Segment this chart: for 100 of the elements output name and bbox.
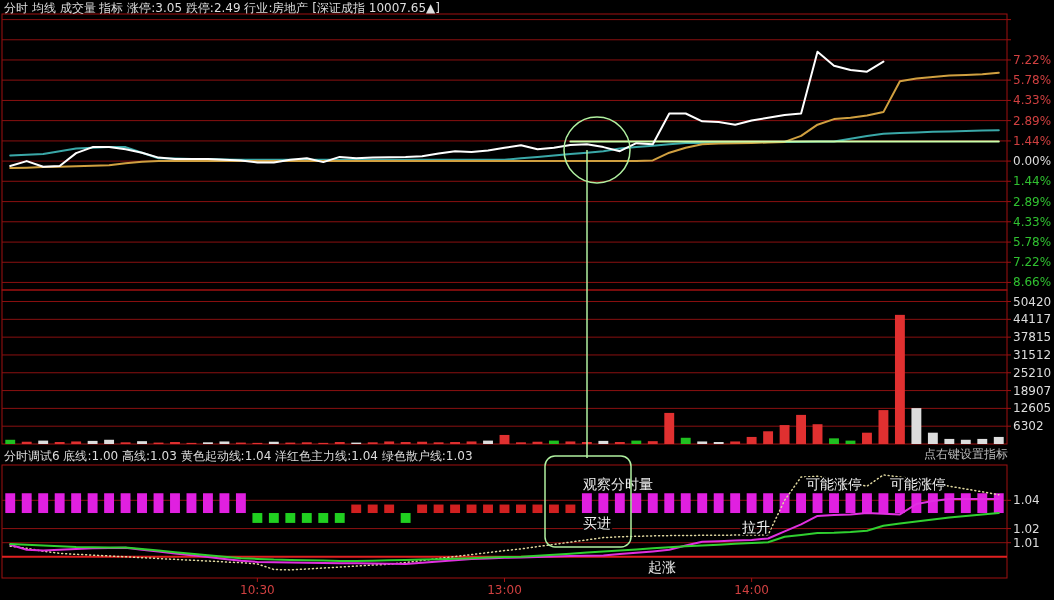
- bar: [21, 493, 32, 514]
- bar: [466, 441, 477, 444]
- bar: [186, 493, 197, 514]
- y-tick-label: 8.66%: [1013, 275, 1052, 290]
- chart-title: 分时调试6 底线:1.00 高线:1.03 黄色起动线:1.04 洋红色主力线:1.04 绿色散户线:1.03: [4, 449, 473, 463]
- bar: [499, 434, 510, 444]
- bar: [548, 504, 559, 514]
- bar: [433, 504, 444, 514]
- bar: [779, 425, 790, 444]
- y-tick-label: 4.33%: [1013, 93, 1052, 108]
- line-series: [9, 512, 1000, 562]
- bar: [120, 493, 131, 514]
- bar: [746, 436, 757, 444]
- bar: [170, 493, 180, 514]
- y-tick-label: 7.22%: [1013, 52, 1052, 67]
- bar: [763, 431, 774, 444]
- bar: [977, 493, 988, 514]
- bar: [845, 493, 856, 514]
- bar: [829, 493, 839, 514]
- bar: [598, 493, 609, 514]
- y-tick-label: 44117: [1013, 312, 1052, 327]
- bar: [565, 441, 576, 444]
- bar: [334, 513, 345, 523]
- bar: [664, 493, 675, 514]
- x-tick-label: 13:00: [487, 583, 522, 597]
- bar: [796, 493, 806, 514]
- bar: [417, 441, 428, 444]
- y-tick-label: 5.78%: [1013, 235, 1052, 250]
- bar: [367, 504, 378, 514]
- bar: [664, 412, 675, 444]
- bar: [763, 493, 774, 514]
- y-tick-label: 4.33%: [1013, 214, 1052, 229]
- bar: [87, 493, 98, 514]
- bar: [614, 493, 625, 514]
- bar: [829, 438, 839, 444]
- y-tick-label: 2.89%: [1013, 194, 1052, 209]
- bar: [54, 493, 65, 514]
- bar: [697, 441, 708, 444]
- bar: [647, 493, 658, 514]
- annotation: 可能涨停: [890, 476, 946, 492]
- bar: [977, 438, 988, 444]
- y-tick-label: 12605: [1013, 401, 1052, 416]
- bar: [631, 493, 642, 514]
- bar: [862, 432, 872, 444]
- bar: [137, 493, 147, 514]
- bar: [5, 439, 16, 444]
- bar: [400, 513, 411, 523]
- bar: [730, 441, 741, 444]
- bar: [301, 513, 312, 523]
- bar: [38, 493, 49, 514]
- bar: [104, 493, 115, 514]
- bar: [450, 504, 461, 514]
- bar: [235, 493, 246, 514]
- bar: [483, 504, 493, 514]
- bar: [927, 432, 938, 444]
- bar: [153, 493, 164, 514]
- annotation: 起涨: [648, 559, 676, 575]
- bar: [862, 493, 872, 514]
- bar: [268, 513, 279, 523]
- bar: [878, 493, 889, 514]
- y-tick-label: 31512: [1013, 347, 1052, 362]
- bar: [351, 504, 362, 514]
- annotation: 拉升: [742, 519, 770, 535]
- y-tick-label: 25210: [1013, 365, 1052, 380]
- y-tick-label: 50420: [1013, 294, 1052, 309]
- bar: [285, 513, 296, 523]
- x-tick-label: 14:00: [734, 583, 769, 597]
- line-series: [9, 71, 1000, 170]
- chart-title: 分时 均线 成交量 指标 涨停:3.05 跌停:2.49 行业:房地产 [深证成指 10007.65▲]: [4, 1, 440, 15]
- bar: [713, 493, 724, 514]
- bar: [680, 493, 691, 514]
- bar: [581, 493, 592, 514]
- y-tick-label: 1.04: [1013, 493, 1040, 508]
- bar: [203, 493, 213, 514]
- annotation: 买进: [583, 515, 611, 531]
- annotation: 可能涨停: [806, 476, 862, 492]
- bar: [417, 504, 428, 514]
- bar: [21, 441, 32, 444]
- bar: [268, 441, 279, 444]
- bar: [894, 314, 905, 444]
- bar: [384, 504, 395, 514]
- bar: [5, 493, 16, 514]
- bar: [960, 439, 971, 444]
- y-tick-label: 5.78%: [1013, 73, 1052, 88]
- y-tick-label: 18907: [1013, 383, 1052, 398]
- bar: [944, 438, 955, 444]
- bar: [878, 410, 889, 444]
- bar: [730, 493, 741, 514]
- bar: [746, 493, 757, 514]
- y-tick-label: 1.02: [1013, 521, 1040, 536]
- bar: [71, 441, 82, 444]
- y-tick-label: 37815: [1013, 330, 1052, 345]
- bar: [384, 441, 395, 444]
- y-tick-label: 1.44%: [1013, 174, 1052, 189]
- y-tick-label: 1.01: [1013, 535, 1040, 550]
- bar: [252, 513, 263, 523]
- y-tick-label: 0.00%: [1013, 154, 1052, 169]
- bar: [944, 493, 955, 514]
- y-tick-label: 1.44%: [1013, 133, 1052, 148]
- bar: [894, 493, 905, 514]
